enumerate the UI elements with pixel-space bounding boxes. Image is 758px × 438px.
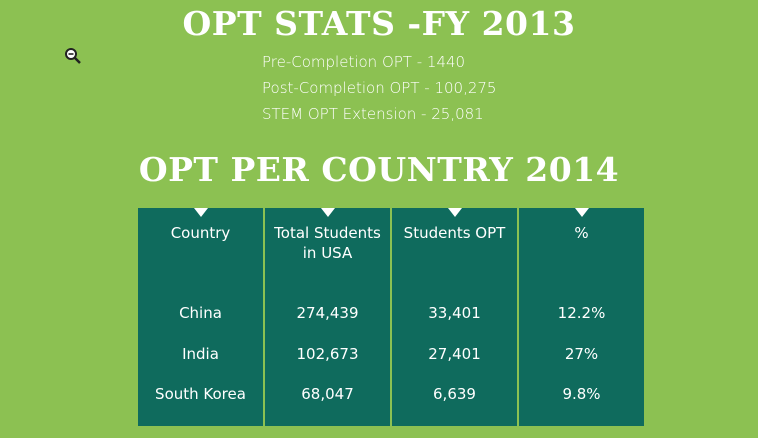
table-title: OPT PER COUNTRY 2014: [138, 150, 620, 189]
table-cell: South Korea: [155, 385, 246, 403]
table-cell: 6,639: [433, 385, 476, 403]
zoom-icon[interactable]: [64, 47, 82, 65]
table: Country China India South Korea Total Studen…: [138, 208, 644, 426]
table-cell: 12.2%: [557, 304, 606, 322]
table-column: Students OPT 33,401 27,401 6,639: [392, 208, 517, 426]
stat: Pre-Completion OPT - 1440: [262, 53, 466, 71]
table-cell: 102,673: [296, 345, 359, 363]
table-cell: China: [179, 304, 222, 322]
table-cell: 9.8%: [562, 385, 601, 403]
stat: Post-Completion OPT - 100,275: [262, 79, 497, 97]
title: OPT STATS -FY 2013: [182, 4, 576, 43]
column-header: %: [574, 224, 589, 242]
table-cell: 274,439: [296, 304, 359, 322]
table-cell: 27%: [564, 345, 599, 363]
stat: STEM OPT Extension - 25,081: [262, 105, 484, 123]
table-cell: 68,047: [301, 385, 354, 403]
table-cell: 33,401: [428, 304, 481, 322]
table-cell: 27,401: [428, 345, 481, 363]
table-column: % 12.2% 27% 9.8%: [519, 208, 644, 426]
column-header: Country: [170, 224, 231, 242]
column-header: Students OPT: [403, 224, 506, 242]
table-cell: India: [182, 345, 219, 363]
column-header: Total Students in USA: [274, 224, 381, 262]
table-column: Total Students in USA 274,439 102,673 68,04…: [265, 208, 390, 426]
table-column: Country China India South Korea: [138, 208, 263, 426]
